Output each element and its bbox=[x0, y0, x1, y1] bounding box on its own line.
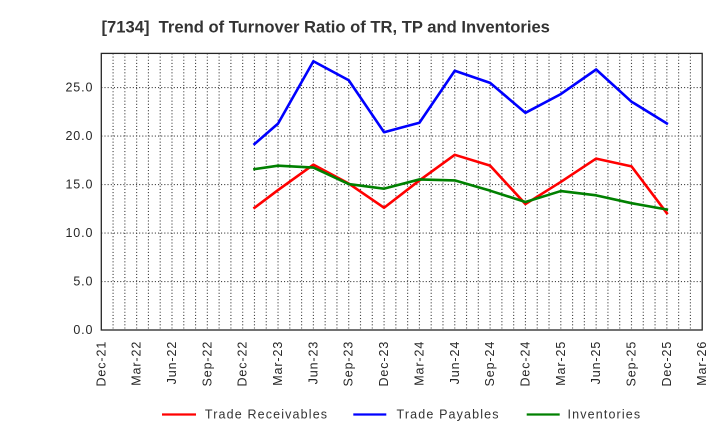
svg-text:Jun-24: Jun-24 bbox=[448, 341, 462, 385]
svg-text:Jun-22: Jun-22 bbox=[165, 341, 179, 385]
svg-text:10.0: 10.0 bbox=[65, 226, 93, 240]
svg-text:0.0: 0.0 bbox=[73, 323, 93, 337]
svg-text:Dec-25: Dec-25 bbox=[660, 341, 674, 387]
svg-text:Sep-22: Sep-22 bbox=[200, 341, 214, 387]
svg-text:5.0: 5.0 bbox=[73, 275, 93, 289]
svg-text:Jun-25: Jun-25 bbox=[589, 341, 603, 385]
svg-text:Dec-24: Dec-24 bbox=[518, 341, 532, 387]
svg-text:Mar-23: Mar-23 bbox=[271, 341, 285, 386]
svg-text:Dec-23: Dec-23 bbox=[377, 341, 391, 387]
svg-text:Trade Payables: Trade Payables bbox=[397, 408, 500, 422]
svg-text:Mar-24: Mar-24 bbox=[412, 341, 426, 386]
svg-text:[7134] Trend of Turnover Rati: [7134] Trend of Turnover Ratio of TR, TP… bbox=[102, 17, 550, 36]
svg-text:Mar-26: Mar-26 bbox=[695, 341, 709, 386]
svg-text:15.0: 15.0 bbox=[65, 178, 93, 192]
svg-text:Mar-22: Mar-22 bbox=[130, 341, 144, 386]
svg-text:20.0: 20.0 bbox=[65, 129, 93, 143]
svg-text:Sep-23: Sep-23 bbox=[342, 341, 356, 387]
svg-text:Dec-21: Dec-21 bbox=[94, 341, 108, 387]
svg-text:Sep-25: Sep-25 bbox=[624, 341, 638, 387]
svg-text:Dec-22: Dec-22 bbox=[236, 341, 250, 387]
svg-text:Mar-25: Mar-25 bbox=[554, 341, 568, 386]
svg-text:25.0: 25.0 bbox=[65, 81, 93, 95]
svg-text:Trade Receivables: Trade Receivables bbox=[205, 408, 328, 422]
svg-text:Sep-24: Sep-24 bbox=[483, 341, 497, 387]
svg-text:Inventories: Inventories bbox=[568, 408, 642, 422]
svg-text:Jun-23: Jun-23 bbox=[306, 341, 320, 385]
